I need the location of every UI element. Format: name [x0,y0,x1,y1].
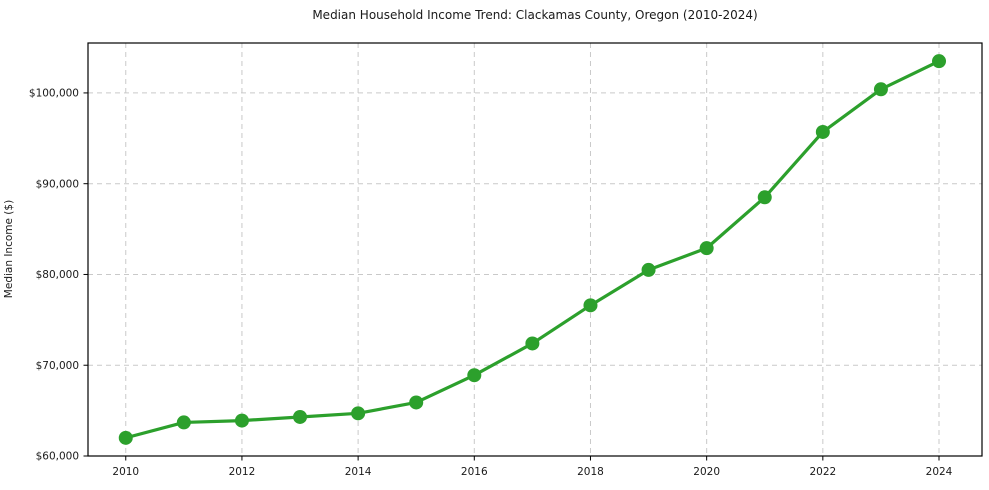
tick-marks [83,92,940,461]
x-axis-tick-labels: 2010 2012 2014 2016 2018 2020 2022 2024 [112,466,952,478]
series-line [124,59,941,440]
data-point-marker [815,124,830,139]
gridlines [88,43,982,457]
chart-title: Median Household Income Trend: Clackamas… [312,8,758,22]
data-point-marker [699,241,714,256]
x-tick-label: 2018 [577,466,604,478]
data-point-marker [234,413,249,428]
data-point-marker [467,368,482,383]
data-point-marker [641,262,656,277]
series-markers [118,54,947,445]
x-tick-label: 2010 [112,466,139,478]
x-tick-label: 2012 [229,466,256,478]
data-point-marker [176,415,191,430]
data-point-marker [293,409,308,424]
x-tick-label: 2020 [693,466,720,478]
data-point-marker [351,406,366,421]
y-tick-label: $70,000 [36,360,79,372]
data-point-marker [525,336,540,351]
x-tick-label: 2016 [461,466,488,478]
x-tick-label: 2014 [345,466,372,478]
y-tick-label: $80,000 [36,269,79,281]
plot-border [87,42,983,457]
x-tick-label: 2024 [926,466,953,478]
y-axis-tick-labels: $60,000 $70,000 $80,000 $90,000 $100,000 [29,88,79,463]
x-tick-label: 2022 [809,466,836,478]
data-point-marker [757,190,772,205]
data-point-marker [932,54,947,69]
y-tick-label: $90,000 [36,178,79,190]
y-tick-label: $100,000 [29,88,79,100]
data-point-marker [409,395,424,410]
data-point-marker [873,82,888,97]
y-axis-label: Median Income ($) [3,199,15,299]
y-tick-label: $60,000 [36,451,79,463]
data-point-marker [118,430,133,445]
data-point-marker [583,298,598,313]
